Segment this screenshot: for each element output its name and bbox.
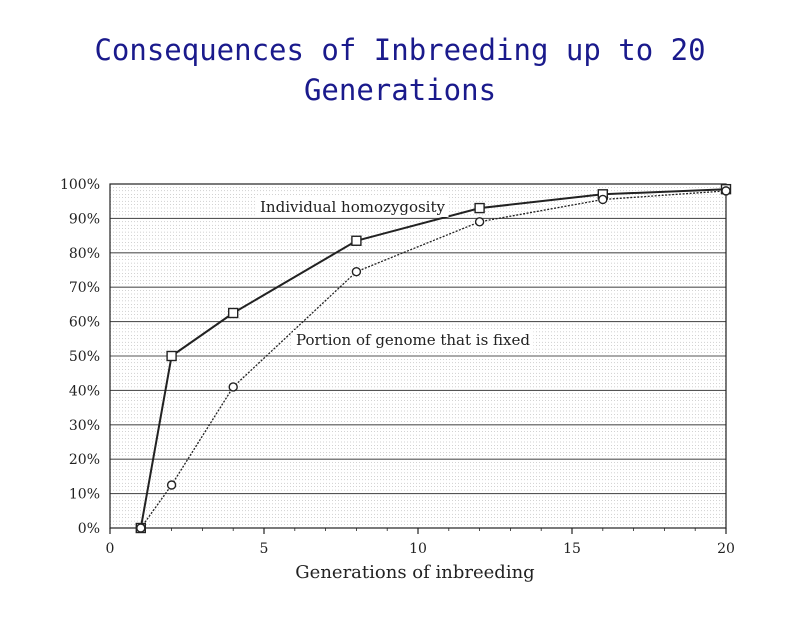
data-point-circle [228, 382, 238, 392]
y-tick-label: 60% [69, 315, 100, 331]
data-point-circle [166, 480, 177, 490]
data-point-square [166, 350, 177, 362]
y-axis-ticks: 0% 10% 20% 30% 40% 50% 60% 70% 80% 90% 100% [60, 177, 100, 537]
major-gridlines [110, 217, 726, 495]
data-point-circle [474, 217, 485, 227]
annotation-background [257, 197, 449, 217]
x-axis-ticks: 0 5 10 15 20 [106, 528, 735, 557]
data-point-circle [351, 267, 362, 277]
minor-gridlines [110, 187, 726, 529]
data-point-square [474, 202, 485, 214]
y-tick-label: 70% [69, 280, 100, 296]
x-tick-label: 0 [106, 541, 115, 557]
x-tick-label: 15 [563, 541, 581, 557]
slide-title-line-1: Consequences of Inbreeding up to 20 [94, 33, 706, 67]
data-point-circle [136, 523, 146, 533]
series-label-fixed-genome: Portion of genome that is fixed [296, 331, 530, 349]
y-tick-label: 10% [69, 487, 100, 503]
data-point-square [227, 307, 239, 319]
x-tick-label: 20 [717, 541, 735, 557]
series-layer [135, 183, 732, 534]
x-axis-label: Generations of inbreeding [295, 562, 534, 583]
x-tick-label: 10 [409, 541, 427, 557]
data-point-circle [598, 194, 608, 205]
data-point-circle [721, 186, 731, 196]
annotation-background [293, 330, 534, 350]
series-2 [136, 186, 731, 533]
y-tick-label: 20% [69, 452, 100, 468]
x-tick-label: 5 [260, 541, 269, 557]
y-tick-label: 0% [78, 521, 100, 537]
data-point-square [351, 235, 362, 246]
y-tick-label: 90% [69, 211, 100, 227]
slide-title-line-2: Generations [303, 73, 497, 107]
y-tick-label: 100% [60, 177, 100, 193]
y-tick-label: 40% [69, 383, 100, 399]
series-1 [135, 183, 732, 534]
y-tick-label: 80% [69, 246, 100, 262]
y-tick-label: 30% [69, 418, 100, 434]
series-label-homozygosity: Individual homozygosity [260, 198, 446, 216]
y-tick-label: 50% [69, 349, 100, 365]
slide-title: Consequences of Inbreeding up to 20 Gene… [0, 30, 800, 110]
